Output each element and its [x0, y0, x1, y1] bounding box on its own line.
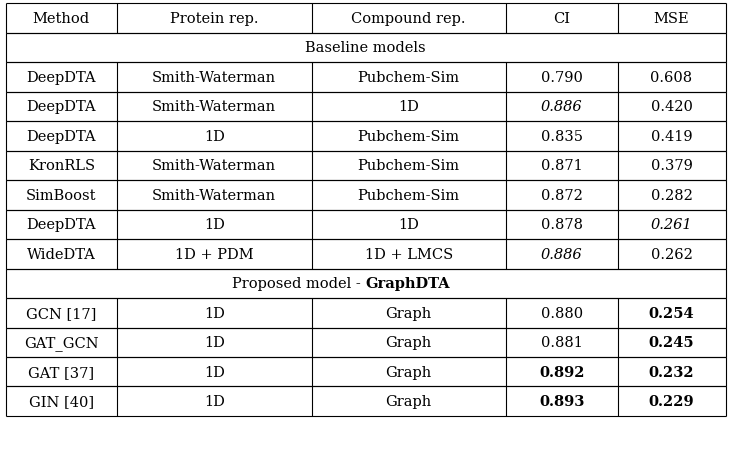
Text: 0.790: 0.790	[541, 71, 583, 85]
Text: Smith-Waterman: Smith-Waterman	[152, 189, 276, 202]
Text: CI: CI	[553, 12, 570, 26]
Text: Method: Method	[33, 12, 90, 26]
Text: Smith-Waterman: Smith-Waterman	[152, 71, 276, 85]
Text: GAT [37]: GAT [37]	[29, 365, 94, 379]
Text: MSE: MSE	[654, 12, 689, 26]
Text: Graph: Graph	[385, 336, 432, 350]
Text: DeepDTA: DeepDTA	[26, 218, 96, 232]
Text: Baseline models: Baseline models	[305, 41, 426, 55]
Text: 0.254: 0.254	[648, 306, 694, 320]
Text: 1D + LMCS: 1D + LMCS	[365, 247, 452, 261]
Text: 0.835: 0.835	[541, 129, 583, 143]
Text: 1D: 1D	[204, 336, 224, 350]
Text: KronRLS: KronRLS	[28, 159, 95, 173]
Text: 1D: 1D	[204, 365, 224, 379]
Text: 0.420: 0.420	[651, 100, 692, 114]
Text: 1D: 1D	[204, 306, 224, 320]
Text: Smith-Waterman: Smith-Waterman	[152, 159, 276, 173]
Text: 1D: 1D	[204, 394, 224, 408]
Text: Protein rep.: Protein rep.	[170, 12, 259, 26]
Text: 0.886: 0.886	[541, 247, 583, 261]
Text: 0.245: 0.245	[648, 336, 694, 350]
Text: DeepDTA: DeepDTA	[26, 129, 96, 143]
Text: WideDTA: WideDTA	[27, 247, 96, 261]
Text: Graph: Graph	[385, 306, 432, 320]
Text: Proposed model -: Proposed model -	[232, 276, 366, 290]
Text: Graph: Graph	[385, 365, 432, 379]
Text: 1D: 1D	[204, 218, 224, 232]
Text: 0.881: 0.881	[541, 336, 583, 350]
Text: Pubchem-Sim: Pubchem-Sim	[357, 189, 460, 202]
Text: Pubchem-Sim: Pubchem-Sim	[357, 129, 460, 143]
Text: DeepDTA: DeepDTA	[26, 100, 96, 114]
Text: 1D: 1D	[398, 218, 419, 232]
Text: 1D: 1D	[398, 100, 419, 114]
Text: Compound rep.: Compound rep.	[352, 12, 466, 26]
Text: 0.871: 0.871	[541, 159, 583, 173]
Text: 1D + PDM: 1D + PDM	[175, 247, 254, 261]
Text: 0.880: 0.880	[541, 306, 583, 320]
Text: 0.872: 0.872	[541, 189, 583, 202]
Text: Smith-Waterman: Smith-Waterman	[152, 100, 276, 114]
Text: GAT_GCN: GAT_GCN	[24, 335, 99, 350]
Text: DeepDTA: DeepDTA	[26, 71, 96, 85]
Text: 0.261: 0.261	[651, 218, 692, 232]
Text: 0.608: 0.608	[651, 71, 692, 85]
Text: 0.893: 0.893	[539, 394, 584, 408]
Text: SimBoost: SimBoost	[26, 189, 96, 202]
Text: 0.379: 0.379	[651, 159, 692, 173]
Text: 0.282: 0.282	[651, 189, 692, 202]
Text: 0.232: 0.232	[648, 365, 694, 379]
Text: 0.886: 0.886	[541, 100, 583, 114]
Text: 0.262: 0.262	[651, 247, 692, 261]
Text: GIN [40]: GIN [40]	[29, 394, 94, 408]
Text: GraphDTA: GraphDTA	[366, 276, 450, 290]
Text: 0.229: 0.229	[648, 394, 694, 408]
Text: 1D: 1D	[204, 129, 224, 143]
Text: 0.892: 0.892	[539, 365, 585, 379]
Text: Pubchem-Sim: Pubchem-Sim	[357, 71, 460, 85]
Text: Graph: Graph	[385, 394, 432, 408]
Text: GCN [17]: GCN [17]	[26, 306, 96, 320]
Text: Pubchem-Sim: Pubchem-Sim	[357, 159, 460, 173]
Text: 0.419: 0.419	[651, 129, 692, 143]
Text: 0.878: 0.878	[541, 218, 583, 232]
